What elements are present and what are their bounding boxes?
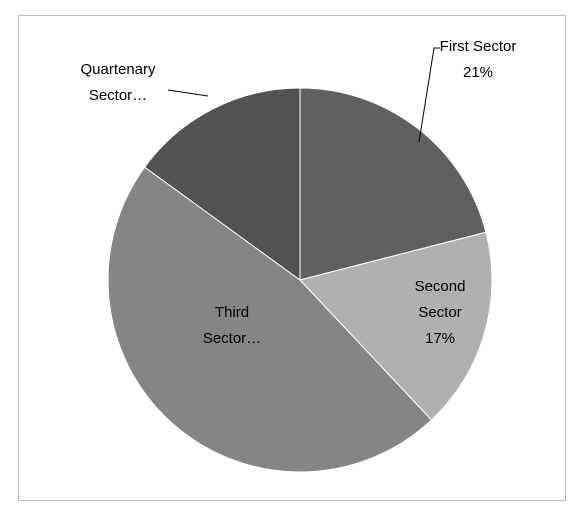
pie-slice (299, 87, 487, 281)
category-label: Quartenary Sector… (80, 61, 156, 104)
pie (107, 87, 493, 473)
category-label: Second Sector (414, 278, 466, 321)
leader-line (418, 47, 440, 143)
data-label: Third Sector… (197, 300, 267, 352)
data-label: First Sector 21% (408, 34, 548, 86)
data-label: Quartenary Sector… (63, 57, 173, 109)
value-label: 21% (462, 64, 494, 81)
pie-slice (107, 166, 433, 473)
pie-slice (299, 231, 493, 421)
leader-line (167, 89, 209, 97)
value-label: 17% (424, 330, 456, 347)
category-label: First Sector (439, 38, 517, 55)
category-label: Third Sector… (202, 304, 262, 347)
pie-slice (143, 87, 301, 281)
data-label: Second Sector 17% (400, 274, 480, 352)
